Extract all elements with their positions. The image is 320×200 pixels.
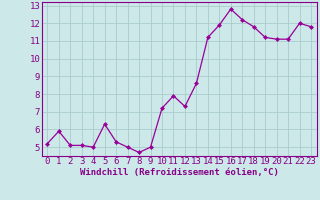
X-axis label: Windchill (Refroidissement éolien,°C): Windchill (Refroidissement éolien,°C): [80, 168, 279, 177]
